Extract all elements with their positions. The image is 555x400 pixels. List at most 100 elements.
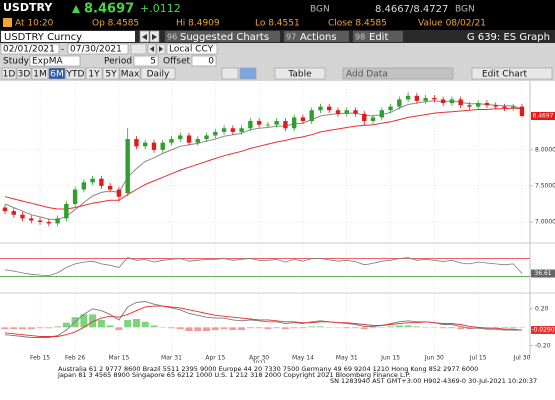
candle-body bbox=[388, 106, 393, 111]
candle-body bbox=[370, 117, 376, 122]
histogram-bar bbox=[36, 327, 44, 329]
candle-body bbox=[379, 110, 384, 118]
histogram-bar bbox=[229, 327, 237, 331]
histogram-bar bbox=[264, 327, 272, 330]
quote-open: Op 8.4585 bbox=[92, 19, 139, 29]
range-buttons: 1D 3D 1M 6M YTD 1Y 5Y Max Daily bbox=[1, 67, 176, 80]
edit-chart: Edit Chart bbox=[482, 70, 527, 80]
histogram-bar bbox=[89, 314, 97, 328]
line bbox=[4, 305, 523, 337]
calendar-button[interactable] bbox=[130, 43, 147, 55]
histogram-bar bbox=[45, 327, 53, 329]
security-field[interactable] bbox=[1, 31, 135, 42]
candle-body bbox=[11, 211, 16, 215]
study-label: Study bbox=[3, 57, 30, 67]
edit-button[interactable] bbox=[353, 31, 403, 42]
actions-button[interactable] bbox=[284, 31, 349, 42]
range-label: 1D bbox=[3, 70, 16, 80]
candle-body bbox=[511, 106, 516, 109]
candle-body bbox=[72, 189, 78, 204]
candle-body bbox=[239, 128, 244, 132]
change: +.0112 bbox=[140, 2, 181, 15]
start-date-field[interactable] bbox=[0, 43, 60, 55]
quote-low: Lo 8.4551 bbox=[255, 19, 300, 29]
suggested-button[interactable] bbox=[165, 31, 280, 42]
currency-field[interactable] bbox=[166, 43, 218, 55]
histogram-bar bbox=[211, 327, 219, 331]
range-button[interactable] bbox=[48, 67, 66, 80]
range-button[interactable] bbox=[1, 67, 17, 80]
range-button[interactable] bbox=[140, 67, 176, 80]
last-value-label: 36.61 bbox=[534, 270, 551, 277]
candle-body bbox=[81, 182, 87, 190]
start-date: 02/01/2021 bbox=[3, 45, 55, 55]
x-tick-label: Apr 15 bbox=[205, 355, 225, 362]
last-value-label: -0.0290 bbox=[531, 326, 554, 333]
candle-body bbox=[353, 110, 358, 114]
menu-label: Actions bbox=[300, 32, 337, 43]
candle-body bbox=[186, 135, 192, 143]
study-field[interactable] bbox=[29, 55, 81, 67]
footer-line: Australia 61 2 9777 8600 Brazil 5511 239… bbox=[58, 365, 478, 373]
candle-body bbox=[327, 106, 332, 111]
histogram-bar bbox=[448, 327, 456, 329]
currency: Local CCY bbox=[169, 45, 214, 55]
x-tick-label: Feb 26 bbox=[65, 355, 85, 362]
histogram-bar bbox=[457, 327, 465, 330]
candle-body bbox=[107, 185, 113, 190]
add-data: Add Data bbox=[346, 70, 388, 80]
range-button[interactable] bbox=[16, 67, 32, 80]
candle-body bbox=[256, 121, 262, 125]
add-data-field[interactable] bbox=[342, 67, 454, 80]
table-button[interactable] bbox=[274, 67, 326, 80]
candle-body bbox=[99, 178, 104, 186]
range-button[interactable] bbox=[119, 67, 141, 80]
candle-body bbox=[230, 128, 236, 132]
histogram-bar bbox=[19, 327, 27, 330]
candle-body bbox=[20, 214, 25, 219]
period: 5 bbox=[150, 57, 156, 67]
candle-body bbox=[195, 139, 200, 143]
candle-body bbox=[64, 203, 69, 219]
x-tick-label: Jul 15 bbox=[469, 355, 487, 362]
menu-number: 98 bbox=[355, 33, 365, 42]
range-label: 3D bbox=[18, 70, 31, 80]
candle-body bbox=[291, 117, 297, 129]
last-value-tag bbox=[531, 325, 555, 334]
range-button[interactable] bbox=[85, 67, 103, 80]
candle-body bbox=[502, 106, 507, 109]
candle-body bbox=[493, 105, 498, 107]
last-value-label: 8.4697 bbox=[533, 113, 554, 120]
x-tick-label: Jul 30 bbox=[513, 355, 531, 362]
candle-body bbox=[423, 97, 428, 101]
candle-body bbox=[458, 99, 463, 106]
end-date-field[interactable] bbox=[67, 43, 129, 55]
y-tick-label: 0.20 bbox=[535, 305, 549, 312]
histogram-bar bbox=[194, 327, 202, 331]
line bbox=[4, 257, 523, 277]
candle-body bbox=[55, 218, 60, 224]
offset-label: Offset bbox=[163, 57, 191, 67]
candle-body bbox=[475, 103, 481, 107]
range-button[interactable] bbox=[102, 67, 120, 80]
table-label: Table bbox=[287, 70, 312, 80]
candle-body bbox=[178, 135, 183, 140]
candle-body bbox=[248, 121, 253, 129]
range-button[interactable] bbox=[65, 67, 86, 80]
edit-chart-button[interactable] bbox=[471, 67, 553, 80]
tool-button[interactable] bbox=[221, 67, 239, 80]
tool-button[interactable] bbox=[239, 67, 257, 80]
histogram-bar bbox=[185, 327, 193, 331]
y-tick-label: 7.0000 bbox=[535, 218, 555, 225]
y-tick-label: -0.20 bbox=[535, 342, 551, 349]
offset-field[interactable] bbox=[191, 55, 217, 67]
candle-body bbox=[397, 99, 402, 107]
candle-body bbox=[318, 106, 323, 111]
x-tick-label: Mar 31 bbox=[161, 355, 182, 362]
prev-icon bbox=[142, 34, 147, 40]
histogram-bar bbox=[132, 319, 140, 328]
period-field[interactable] bbox=[133, 55, 159, 67]
security: USDTRY Curncy bbox=[4, 32, 82, 43]
histogram-bar bbox=[500, 327, 508, 329]
range-button[interactable] bbox=[31, 67, 49, 80]
